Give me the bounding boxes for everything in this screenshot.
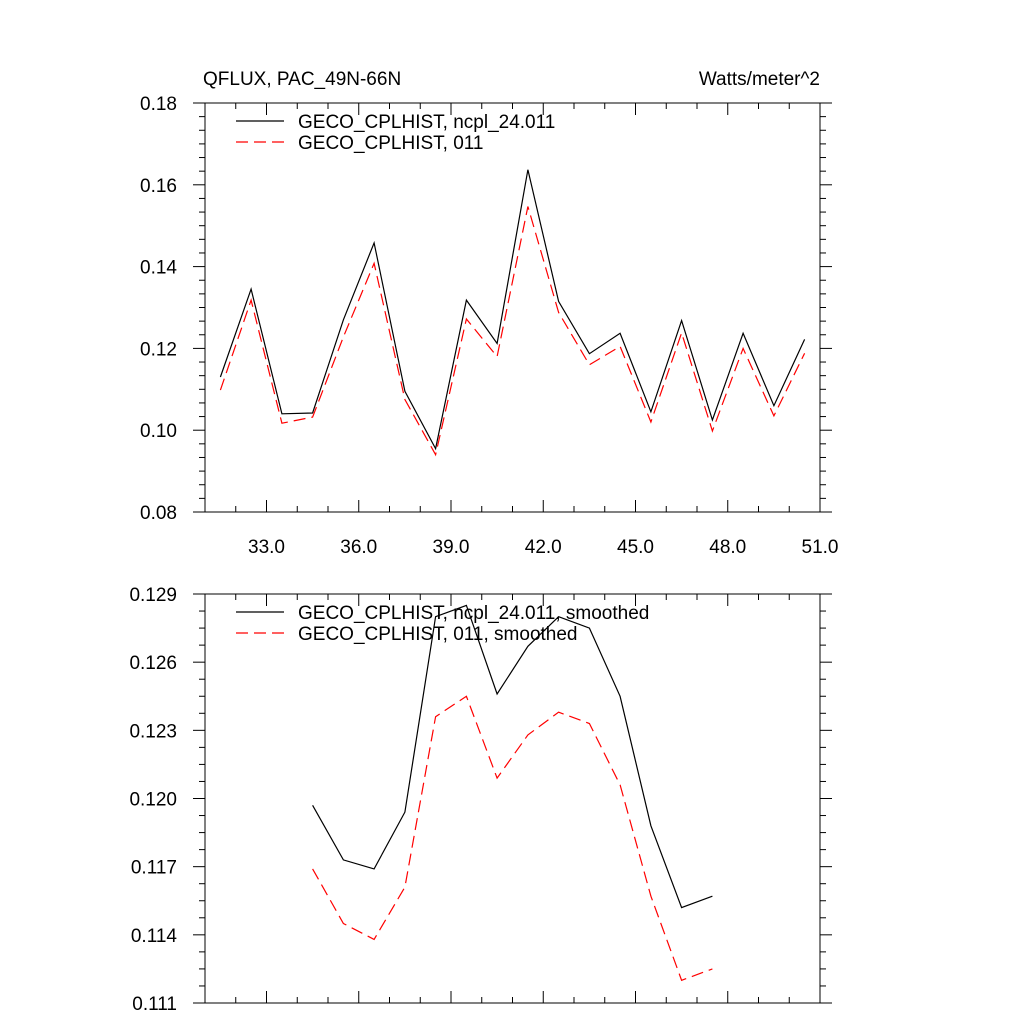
x-tick-label: 45.0 [617, 537, 654, 558]
y-tick-label: 0.08 [140, 503, 177, 524]
y-tick-label: 0.18 [140, 94, 177, 115]
x-tick-label: 48.0 [709, 537, 746, 558]
units-label: Watts/meter^2 [699, 69, 820, 90]
x-tick-label: 39.0 [433, 537, 470, 558]
legend-label: GECO_CPLHIST, ncpl_24.011, smoothed [298, 603, 649, 624]
x-tick-label: 33.0 [248, 537, 285, 558]
y-tick-label: 0.10 [140, 421, 177, 442]
series-line-dashed [219, 206, 806, 457]
lower-panel: 0.111 0.114 0.117 0.120 0.123 0.126 0.129 GECO_… [129, 585, 832, 1015]
plot-frame [204, 593, 821, 1004]
series-line-solid [219, 169, 806, 451]
y-tick-label: 0.129 [129, 585, 177, 606]
x-tick-label: 36.0 [340, 537, 377, 558]
y-tick-label: 0.111 [132, 994, 177, 1015]
series-line-dashed [312, 695, 713, 982]
y-tick-label: 0.16 [140, 176, 177, 197]
y-tick-label: 0.126 [129, 653, 177, 674]
y-tick-label: 0.14 [140, 258, 177, 279]
y-tick-label: 0.114 [131, 926, 178, 947]
legend-label: GECO_CPLHIST, 011 [298, 133, 484, 154]
y-tick-label: 0.123 [129, 721, 177, 742]
series-line-solid [312, 604, 713, 909]
plot-frame [204, 102, 821, 513]
legend-label: GECO_CPLHIST, 011, smoothed [298, 624, 578, 645]
x-tick-label: 51.0 [802, 537, 839, 558]
upper-panel: 33.0 36.0 39.0 42.0 45.0 48.0 51.0 0.08 0.10 0.12… [140, 94, 838, 558]
x-tick-label: 42.0 [525, 537, 562, 558]
legend-label: GECO_CPLHIST, ncpl_24.011 [298, 112, 555, 133]
y-tick-label: 0.117 [131, 858, 177, 879]
y-tick-label: 0.120 [129, 790, 177, 811]
y-tick-label: 0.12 [140, 339, 177, 360]
chart-title: QFLUX, PAC_49N-66N [203, 69, 401, 90]
